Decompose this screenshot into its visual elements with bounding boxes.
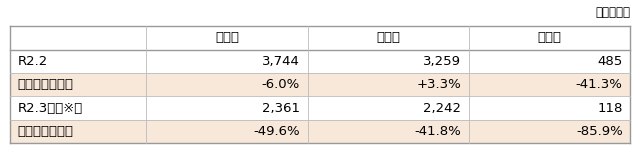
Text: R2.2: R2.2	[17, 55, 47, 68]
Text: （前年同月比）: （前年同月比）	[17, 125, 73, 138]
Text: （万人泊）: （万人泊）	[595, 6, 630, 19]
Bar	[10, 120, 630, 143]
Text: 2,361: 2,361	[262, 101, 300, 115]
Text: 全　体: 全 体	[215, 31, 239, 45]
Text: 日本人: 日本人	[376, 31, 400, 45]
Bar	[10, 50, 630, 73]
Text: -41.8%: -41.8%	[415, 125, 461, 138]
Text: -49.6%: -49.6%	[253, 125, 300, 138]
Text: （前年同月比）: （前年同月比）	[17, 78, 73, 91]
Bar	[10, 73, 630, 96]
Bar	[10, 96, 630, 120]
Text: 外国人: 外国人	[538, 31, 562, 45]
Text: +3.3%: +3.3%	[417, 78, 461, 91]
Bar	[10, 26, 630, 50]
Text: 118: 118	[597, 101, 623, 115]
Text: -6.0%: -6.0%	[262, 78, 300, 91]
Text: -41.3%: -41.3%	[576, 78, 623, 91]
Text: 485: 485	[598, 55, 623, 68]
Text: -85.9%: -85.9%	[576, 125, 623, 138]
Text: R2.3　（※）: R2.3 （※）	[17, 101, 83, 115]
Text: 3,259: 3,259	[423, 55, 461, 68]
Text: 3,744: 3,744	[262, 55, 300, 68]
Text: 2,242: 2,242	[423, 101, 461, 115]
